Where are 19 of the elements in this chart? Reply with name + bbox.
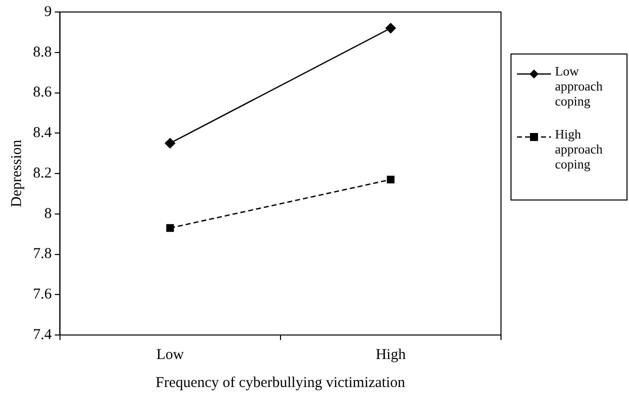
- y-axis-title: Depression: [8, 139, 25, 208]
- x-axis-title: Frequency of cyberbullying victimization: [156, 374, 406, 391]
- y-tick-label: 7.6: [33, 286, 52, 303]
- legend-label: High approach coping: [555, 126, 604, 172]
- y-tick-label: 8: [44, 206, 52, 222]
- y-tick-label: 7.8: [33, 246, 52, 262]
- y-tick-label: 8.4: [33, 125, 52, 142]
- point: [386, 23, 396, 34]
- point: [164, 138, 176, 148]
- legend-label: Low approach coping: [555, 63, 604, 108]
- x-tick-label: High: [376, 346, 406, 363]
- y-tick-label: 8.8: [33, 44, 52, 60]
- y-tick-label: 7.4: [33, 326, 52, 343]
- y-tick-label: 9: [44, 4, 52, 20]
- point: [166, 224, 174, 232]
- x-tick-label: Low: [156, 346, 184, 363]
- point: [386, 176, 395, 184]
- y-tick-label: 8.6: [33, 84, 52, 101]
- y-tick-label: 8.2: [33, 165, 52, 182]
